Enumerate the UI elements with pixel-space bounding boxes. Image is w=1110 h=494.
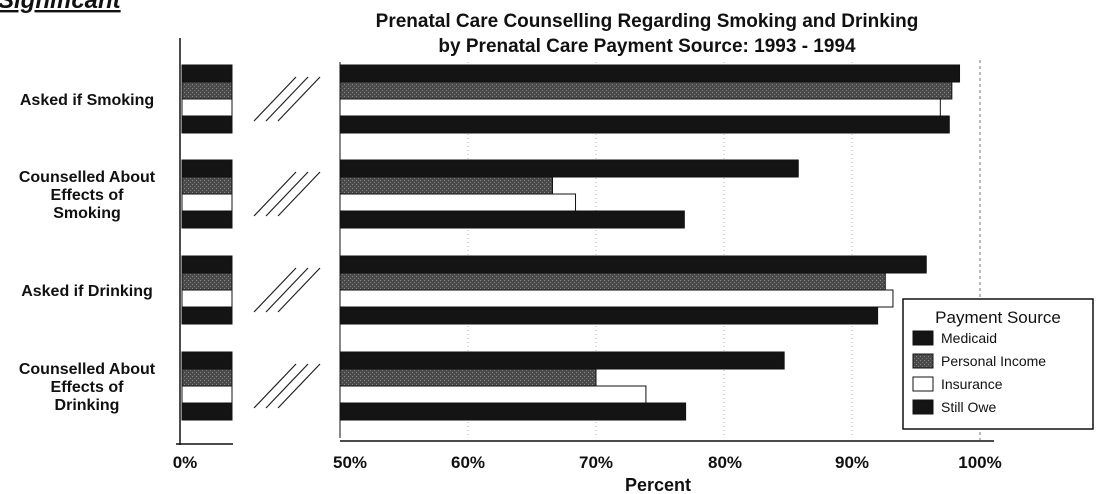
header-fragment: Significant <box>0 0 122 14</box>
category-label-2: Asked if Drinking <box>21 283 153 300</box>
bar-stub-still-owe-2 <box>181 306 233 325</box>
break-mark-1-2 <box>277 171 321 217</box>
bar-insurance-0 <box>339 98 941 117</box>
legend-label-medicaid: Medicaid <box>941 330 997 346</box>
gridlines <box>467 60 981 440</box>
bar-stub-insurance-2 <box>181 289 233 308</box>
legend-swatch-insurance <box>912 376 934 392</box>
bar-medicaid-2 <box>339 255 927 274</box>
x-tick-label-100: 100% <box>958 453 1001 472</box>
x-tick-label-80: 80% <box>708 453 742 472</box>
legend: Payment Source Medicaid Personal Income In… <box>902 298 1094 430</box>
legend-label-still-owe: Still Owe <box>941 399 996 415</box>
bar-stub-personal-income-3 <box>181 368 233 387</box>
legend-swatch-medicaid <box>912 330 934 346</box>
bar-stub-medicaid-1 <box>181 159 233 178</box>
x-tick-label-70: 70% <box>579 453 613 472</box>
break-mark-2-2 <box>277 267 321 313</box>
break-mark-1-1 <box>265 171 309 217</box>
bar-stub-medicaid-0 <box>181 64 233 83</box>
tick-labels: 0% 50% 60% 70% 80% 90% 100% <box>173 453 1002 472</box>
break-mark-0-1 <box>265 76 309 122</box>
bar-stub-insurance-3 <box>181 385 233 404</box>
bar-personal-income-1 <box>339 176 553 195</box>
axis-break-marks <box>253 76 321 409</box>
bar-still-owe-2 <box>339 306 879 325</box>
bar-still-owe-0 <box>339 115 950 134</box>
chart-title: Prenatal Care Counselling Regarding Smok… <box>376 11 919 32</box>
bar-personal-income-3 <box>339 368 597 387</box>
bar-medicaid-1 <box>339 159 799 178</box>
bar-insurance-2 <box>339 289 894 308</box>
break-mark-1-0 <box>253 171 297 217</box>
legend-swatch-personal-income <box>912 353 934 369</box>
bar-stub-insurance-0 <box>181 98 233 117</box>
bars <box>181 64 961 421</box>
x-tick-label-0: 0% <box>173 453 198 472</box>
x-tick-label-50: 50% <box>333 453 367 472</box>
category-label-1: Counselled About Effects of Smoking <box>19 169 156 222</box>
bar-still-owe-1 <box>339 210 685 229</box>
bar-personal-income-2 <box>339 272 886 291</box>
bar-stub-medicaid-2 <box>181 255 233 274</box>
bar-stub-personal-income-2 <box>181 272 233 291</box>
break-mark-3-0 <box>253 363 297 409</box>
category-label-0: Asked if Smoking <box>20 92 154 109</box>
bar-medicaid-0 <box>339 64 961 83</box>
bar-stub-medicaid-3 <box>181 351 233 370</box>
legend-box <box>902 298 1094 430</box>
break-mark-3-1 <box>265 363 309 409</box>
bar-insurance-3 <box>339 385 647 404</box>
category-labels: Asked if Smoking Counselled About Effects … <box>19 92 156 414</box>
bar-insurance-1 <box>339 193 577 212</box>
legend-swatch-still-owe <box>912 399 934 415</box>
bar-stub-still-owe-1 <box>181 210 233 229</box>
legend-label-personal-income: Personal Income <box>941 353 1046 369</box>
bar-stub-personal-income-0 <box>181 81 233 100</box>
bar-medicaid-3 <box>339 351 785 370</box>
bar-stub-still-owe-0 <box>181 115 233 134</box>
break-mark-2-1 <box>265 267 309 313</box>
break-mark-2-0 <box>253 267 297 313</box>
bar-stub-still-owe-3 <box>181 402 233 421</box>
break-mark-3-2 <box>277 363 321 409</box>
bar-personal-income-0 <box>339 81 953 100</box>
bar-still-owe-3 <box>339 402 687 421</box>
chart-subtitle: by Prenatal Care Payment Source: 1993 - … <box>438 36 856 57</box>
break-mark-0-0 <box>253 76 297 122</box>
break-mark-0-2 <box>277 76 321 122</box>
bar-stub-insurance-1 <box>181 193 233 212</box>
bar-stub-personal-income-1 <box>181 176 233 195</box>
x-tick-label-90: 90% <box>835 453 869 472</box>
x-axis-label: Percent <box>625 475 691 494</box>
legend-title: Payment Source <box>935 308 1061 327</box>
legend-label-insurance: Insurance <box>941 376 1003 392</box>
x-tick-label-60: 60% <box>451 453 485 472</box>
category-label-3: Counselled About Effects of Drinking <box>19 361 156 414</box>
